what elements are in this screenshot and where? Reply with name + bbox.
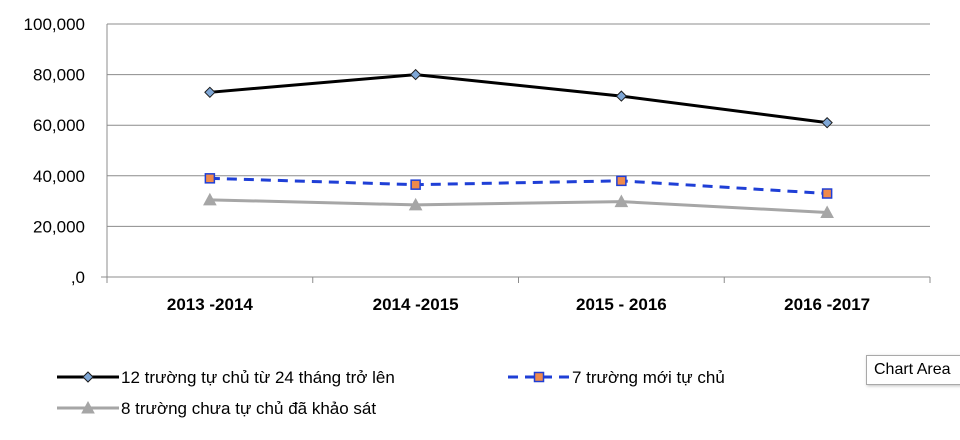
legend-entry-3: 8 trường chưa tự chủ đã khảo sát [57, 399, 376, 418]
series-1 [204, 68, 833, 129]
legend-label: 8 trường chưa tự chủ đã khảo sát [121, 399, 376, 418]
y-tick-label: 20,000 [33, 217, 85, 236]
data-point [410, 179, 421, 190]
y-tick-label: 80,000 [33, 66, 85, 85]
y-tick-label: 60,000 [33, 116, 85, 135]
data-point [616, 175, 627, 187]
data-point [204, 86, 216, 99]
data-point [204, 173, 216, 184]
x-tick-label: 2014 -2015 [373, 295, 459, 314]
y-tick-label: 40,000 [33, 167, 85, 186]
series-line [209, 176, 828, 196]
data-point [614, 194, 629, 208]
x-tick-label: 2016 -2017 [784, 295, 870, 314]
data-point [203, 192, 217, 206]
series-2 [204, 173, 833, 199]
legend-label: 12 trường tự chủ từ 24 tháng trở lên [121, 368, 395, 387]
legend-label: 7 trường mới tự chủ [572, 368, 725, 387]
legend-swatch-marker [81, 400, 95, 414]
chart-area-tooltip: Chart Area [866, 355, 960, 385]
data-point [615, 90, 628, 102]
data-point [408, 197, 423, 211]
data-point [820, 205, 834, 218]
x-tick-label: 2013 -2014 [167, 295, 254, 314]
series-line [209, 73, 828, 125]
legend-swatch-marker [533, 371, 545, 383]
legend-entry-1: 12 trường tự chủ từ 24 tháng trở lên [57, 368, 395, 387]
series-3 [203, 192, 834, 218]
y-tick-label: 100,000 [24, 15, 85, 34]
data-point [821, 116, 833, 129]
y-tick-label: ,0 [71, 268, 85, 287]
legend-entry-2: 7 trường mới tự chủ [508, 368, 725, 387]
series-line [209, 198, 828, 214]
data-point [409, 68, 422, 81]
data-point [821, 188, 833, 199]
x-tick-label: 2015 - 2016 [576, 295, 667, 314]
legend-swatch-marker [82, 371, 94, 383]
